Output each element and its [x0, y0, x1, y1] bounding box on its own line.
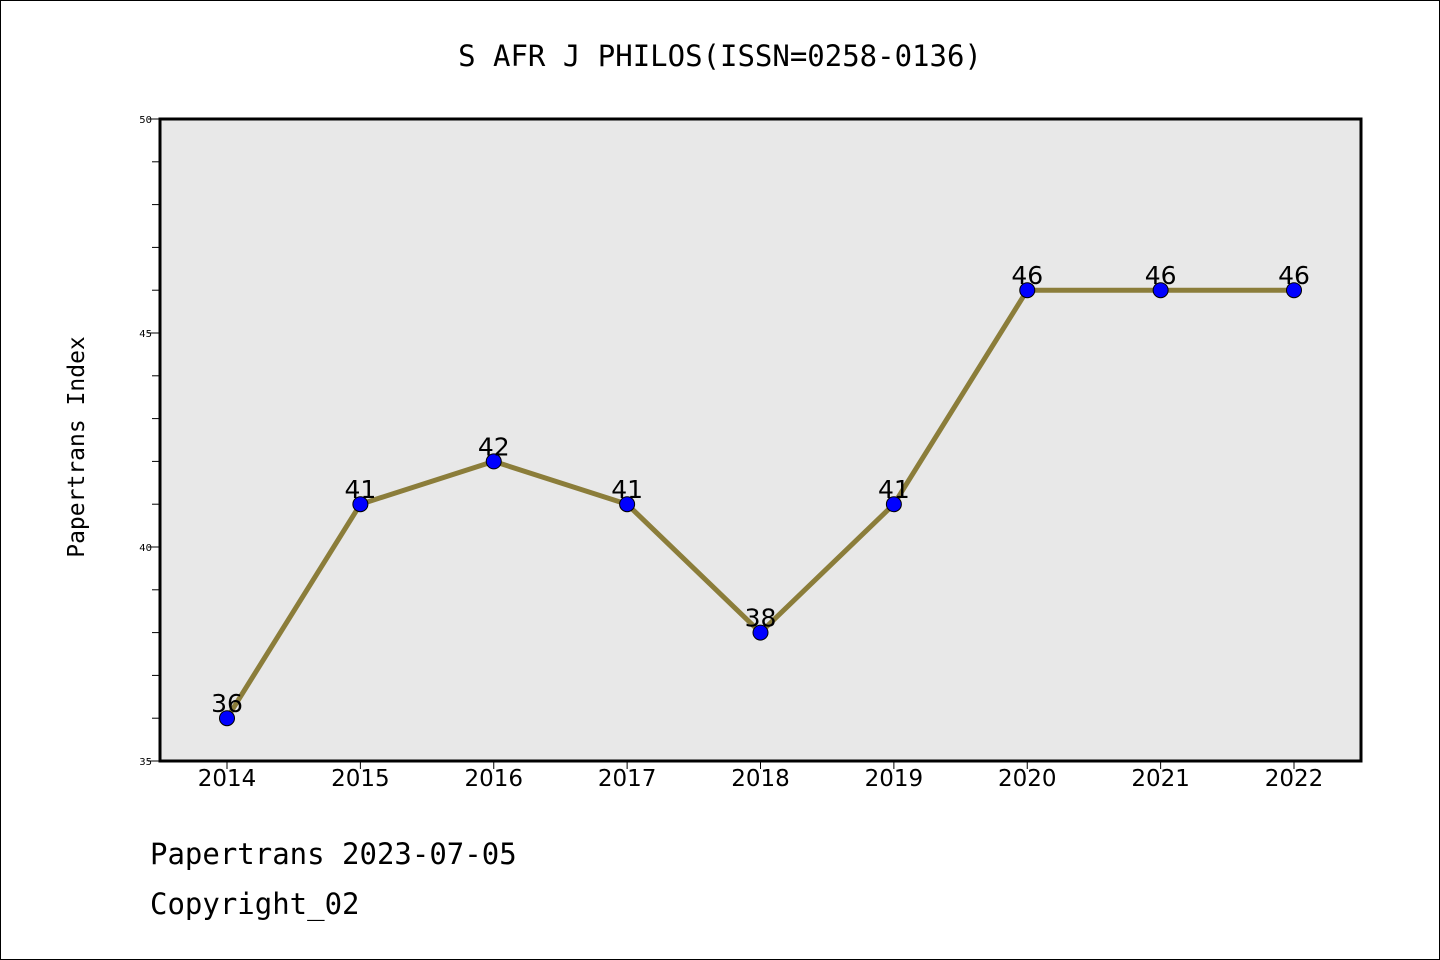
x-tick-label: 2018 [731, 766, 790, 792]
data-label: 41 [878, 475, 910, 504]
data-point [1019, 282, 1036, 299]
y-axis: 35 40 45 50 [139, 115, 160, 768]
data-point [219, 710, 235, 727]
data-label: 38 [745, 604, 777, 633]
plot-area [158, 117, 1363, 763]
data-label: 46 [1011, 261, 1043, 290]
chart-title: S AFR J PHILOS(ISSN=0258-0136) [458, 39, 982, 73]
x-tick-label: 2019 [865, 766, 924, 792]
data-label: 46 [1145, 261, 1177, 290]
data-label: 46 [1278, 261, 1310, 290]
y-tick-label: 45 [139, 329, 152, 340]
data-label: 42 [478, 432, 510, 461]
x-axis: 2014 2015 2016 2017 2018 2019 2020 2021 2022 [198, 761, 1324, 792]
data-point [885, 496, 902, 513]
data-point [619, 496, 636, 513]
footer-copyright: Copyright_02 [150, 887, 360, 922]
data-point [1286, 282, 1302, 299]
data-point [485, 453, 502, 470]
x-tick-label: 2014 [198, 766, 257, 792]
data-label: 41 [611, 475, 643, 504]
x-tick-label: 2017 [598, 766, 657, 792]
x-tick-label: 2020 [998, 766, 1057, 792]
data-markers [219, 282, 1302, 727]
y-tick-label: 40 [139, 543, 152, 554]
x-tick-label: 2021 [1131, 766, 1190, 792]
y-axis-label: Papertrans Index [64, 336, 90, 558]
x-tick-label: 2015 [331, 766, 390, 792]
data-label: 36 [211, 689, 243, 718]
data-point [752, 624, 769, 641]
y-tick-label: 35 [139, 757, 152, 768]
data-point [1152, 282, 1169, 299]
data-label: 41 [344, 475, 376, 504]
data-point [352, 496, 369, 513]
data-labels: 36 41 42 41 38 41 46 46 46 [211, 261, 1310, 718]
y-tick-label: 50 [139, 115, 152, 126]
footer-date: Papertrans 2023-07-05 [150, 837, 517, 871]
x-tick-label: 2016 [464, 766, 523, 792]
x-tick-label: 2022 [1265, 766, 1324, 792]
